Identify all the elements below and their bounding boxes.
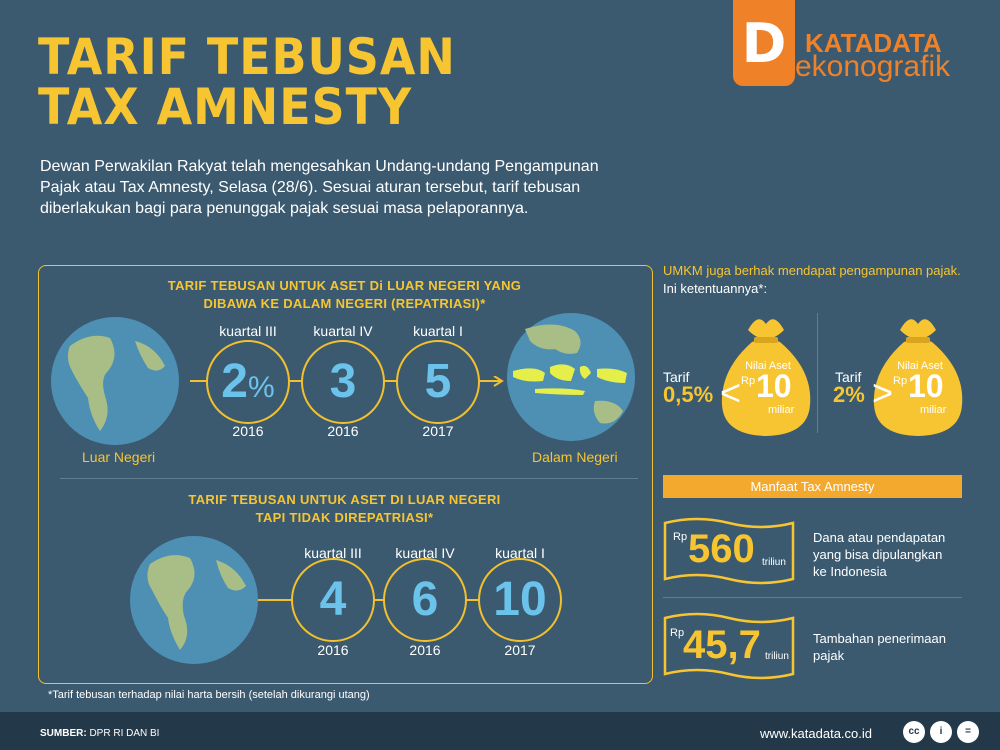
repatriasi-quarter-3: kuartal I	[413, 323, 463, 339]
money-bag-right-icon	[873, 319, 963, 436]
non-repatriasi-quarter-2: kuartal IV	[395, 545, 455, 561]
repatriasi-year-2: 2016	[327, 423, 359, 439]
umkm-right-currency: Rp	[893, 375, 908, 387]
umkm-right-symbol: >	[872, 372, 894, 413]
banknote-icon-1	[663, 517, 795, 585]
non-repatriasi-rate-ring-3	[478, 558, 562, 642]
cc-license-icon: cc	[903, 721, 925, 743]
non-repatriasi-year-3: 2017	[504, 642, 536, 658]
umkm-right-asset-label: Nilai Aset	[897, 360, 943, 372]
source-label: SUMBER:	[40, 728, 87, 739]
logo-brand-bottom: ekonografik	[795, 50, 950, 84]
source-value: DPR RI DAN BI	[89, 728, 160, 739]
umkm-left-symbol: <	[720, 372, 742, 413]
repatriasi-year-3: 2017	[422, 423, 454, 439]
globe-right-icon	[507, 313, 635, 441]
manfaat-1-desc-2: yang bisa dipulangkan	[813, 547, 943, 562]
manfaat-1-unit: triliun	[762, 557, 786, 568]
logo-brand-bottom-b: grafik	[876, 50, 951, 83]
footer-bar	[0, 712, 1000, 750]
umkm-right-tarif-value: 2%	[833, 382, 865, 407]
non-repatriasi-rate-3: 10	[493, 573, 547, 626]
manfaat-1-desc-1: Dana atau pendapatan	[813, 530, 946, 545]
manfaat-2-desc: Tambahan penerimaan pajak	[813, 630, 946, 664]
repatriasi-rate-2: 3	[329, 355, 357, 408]
non-repatriasi-rate-ring-1	[291, 558, 375, 642]
repatriasi-rate-1-unit: %	[248, 371, 275, 404]
umkm-left-currency: Rp	[741, 375, 756, 387]
non-repatriasi-heading: TARIF TEBUSAN UNTUK ASET DI LUAR NEGERI …	[38, 491, 651, 527]
repatriasi-rate-ring-3	[396, 340, 480, 424]
repatriasi-heading: TARIF TEBUSAN UNTUK ASET Di LUAR NEGERI …	[38, 277, 651, 313]
umkm-right-amount: 10	[908, 368, 944, 404]
manfaat-1-currency: Rp	[673, 531, 688, 543]
umkm-left-asset-label: Nilai Aset	[745, 360, 791, 372]
repatriasi-heading-2: DIBAWA KE DALAM NEGERI (REPATRIASI)*	[203, 296, 486, 311]
manfaat-2-currency: Rp	[670, 627, 685, 639]
luar-negeri-label: Luar Negeri	[82, 449, 156, 465]
umkm-left-amount: 10	[756, 368, 792, 404]
repatriasi-rate-3: 5	[424, 355, 452, 408]
repatriasi-year-1: 2016	[232, 423, 264, 439]
logo-letter: D	[741, 12, 787, 75]
logo-brand-bottom-a: ekono	[795, 50, 877, 83]
manfaat-2-desc-1: Tambahan penerimaan	[813, 631, 946, 646]
repatriasi-heading-1: TARIF TEBUSAN UNTUK ASET Di LUAR NEGERI …	[167, 278, 522, 293]
panel-divider	[60, 478, 638, 479]
manfaat-2-unit: triliun	[765, 651, 789, 662]
manfaat-2-amount: 45,7	[683, 623, 761, 667]
money-bag-left-icon	[721, 319, 811, 436]
manfaat-1-desc-3: ke Indonesia	[813, 564, 887, 579]
title-line-1: TARIF TEBUSAN	[38, 28, 456, 86]
dalam-negeri-label: Dalam Negeri	[532, 449, 618, 465]
manfaat-1-desc: Dana atau pendapatan yang bisa dipulangk…	[813, 529, 945, 580]
repatriasi-quarter-2: kuartal IV	[313, 323, 373, 339]
manfaat-2-desc-2: pajak	[813, 648, 845, 663]
non-repatriasi-quarter-1: kuartal III	[304, 545, 362, 561]
repatriasi-quarter-1: kuartal III	[219, 323, 277, 339]
manfaat-title: Manfaat Tax Amnesty	[663, 475, 962, 498]
manfaat-1-amount: 560	[688, 527, 755, 571]
umkm-heading: UMKM juga berhak mendapat pengampunan pa…	[663, 262, 983, 298]
globe-left-icon	[51, 317, 179, 445]
repatriasi-rate-ring-2	[301, 340, 385, 424]
footer-url[interactable]: www.katadata.co.id	[760, 726, 873, 741]
umkm-heading-2: Ini ketentuannya*:	[663, 281, 768, 296]
umkm-separator	[817, 313, 818, 433]
umkm-left-tarif-value: 0,5%	[663, 382, 714, 407]
logo-badge	[733, 0, 795, 86]
logo-brand-top: KATADATA	[805, 28, 942, 58]
footnote: *Tarif tebusan terhadap nilai harta bers…	[48, 689, 370, 701]
title-line-2: TAX AMNESTY	[38, 78, 413, 136]
non-repatriasi-rate-1: 4	[319, 573, 347, 626]
page-title: TARIF TEBUSAN TAX AMNESTY	[38, 32, 456, 132]
umkm-left-unit: miliar	[768, 404, 795, 416]
rates-panel	[38, 265, 653, 684]
non-repatriasi-heading-2: TAPI TIDAK DIREPATRIASI*	[255, 510, 434, 525]
repatriasi-rate-1-value: 2	[221, 355, 248, 408]
umkm-right-unit: miliar	[920, 404, 947, 416]
non-repatriasi-year-1: 2016	[317, 642, 349, 658]
umkm-right-tarif-label: Tarif	[835, 369, 862, 385]
manfaat-separator	[663, 597, 962, 598]
attribution-icon: i	[930, 721, 952, 743]
umkm-heading-1: UMKM juga berhak mendapat pengampunan pa…	[663, 263, 961, 278]
repatriasi-rate-1: 2%	[206, 340, 290, 430]
non-repatriasi-quarter-3: kuartal I	[495, 545, 545, 561]
intro-paragraph: Dewan Perwakilan Rakyat telah mengesahka…	[40, 158, 599, 217]
non-repatriasi-heading-1: TARIF TEBUSAN UNTUK ASET DI LUAR NEGERI	[188, 492, 501, 507]
noderivs-icon: =	[957, 721, 979, 743]
non-repatriasi-rate-2: 6	[411, 573, 439, 626]
banknote-icon-2	[663, 612, 795, 680]
globe-bottom-icon	[130, 536, 258, 664]
repatriasi-rate-ring-1	[206, 340, 290, 424]
umkm-left-tarif-label: Tarif	[663, 369, 690, 385]
non-repatriasi-year-2: 2016	[409, 642, 441, 658]
source: SUMBER: DPR RI DAN BI	[40, 728, 159, 739]
non-repatriasi-rate-ring-2	[383, 558, 467, 642]
